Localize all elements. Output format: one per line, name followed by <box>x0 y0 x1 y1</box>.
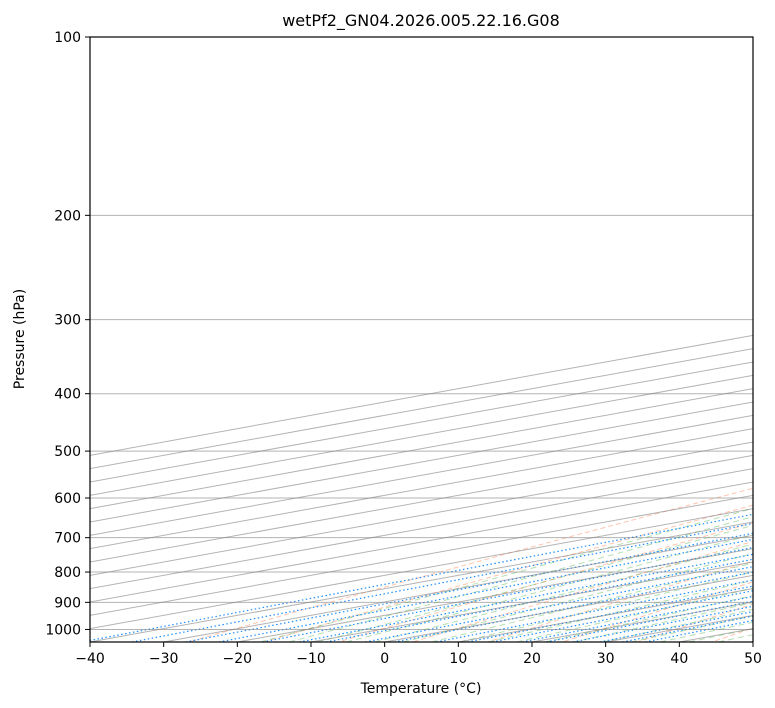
dry-adiabat <box>263 504 753 642</box>
dry-adiabat <box>188 487 753 642</box>
plot-frame <box>89 36 754 643</box>
isotherm <box>90 494 753 616</box>
moist-adiabat <box>602 608 753 642</box>
x-tick-label: 50 <box>744 651 762 667</box>
isotherm <box>752 641 753 642</box>
moist-adiabat <box>544 595 753 642</box>
x-tick-label: 10 <box>449 651 467 667</box>
moist-adiabat <box>431 562 753 642</box>
dry-adiabat <box>338 522 753 642</box>
mixing-ratio-line <box>262 546 753 642</box>
y-axis-label: Pressure (hPa) <box>12 289 28 389</box>
x-tick-label: −40 <box>75 651 105 667</box>
y-tick-label: 700 <box>54 531 81 547</box>
y-tick-label: 800 <box>54 565 81 581</box>
x-tick-label: 20 <box>523 651 541 667</box>
mixing-ratio-line <box>572 605 753 642</box>
y-tick-label: 900 <box>54 595 81 611</box>
mixing-ratio-line <box>394 571 753 642</box>
mixing-ratio-line <box>522 595 753 642</box>
isotherm <box>90 428 753 550</box>
isotherm <box>90 468 753 590</box>
mixing-ratio-line <box>131 522 753 642</box>
x-tick-label: −30 <box>149 651 179 667</box>
moist-adiabat <box>260 507 753 642</box>
y-tick-label: 100 <box>54 30 81 46</box>
isotherm <box>90 508 753 630</box>
y-tick-label: 300 <box>54 313 81 329</box>
y-tick-label: 500 <box>54 444 81 460</box>
dry-adiabat <box>711 627 753 642</box>
chart-title: wetPf2_GN04.2026.005.22.16.G08 <box>282 11 560 31</box>
isotherm <box>90 441 753 563</box>
mixing-ratio-line <box>467 585 753 642</box>
moist-adiabat <box>346 533 753 642</box>
y-tick-label: 200 <box>54 208 81 224</box>
isotherm <box>90 521 753 642</box>
x-tick-label: 0 <box>380 651 389 667</box>
mixing-ratio-line <box>546 600 753 642</box>
x-tick-label: 40 <box>670 651 688 667</box>
isotherm <box>90 334 753 456</box>
moist-adiabat <box>288 516 753 642</box>
dry-adiabat <box>562 581 753 642</box>
axes: −40 −30 −20 −10 0 10 20 30 40 50 1000 900 800 700 600 5… <box>45 30 762 667</box>
isotherm <box>237 548 753 642</box>
isotherm <box>90 454 753 576</box>
moist-adiabat <box>573 602 753 642</box>
moist-adiabat <box>402 553 753 642</box>
moist-adiabat <box>659 621 753 642</box>
y-tick-label: 1000 <box>45 622 81 638</box>
isotherm <box>90 481 753 603</box>
x-tick-label: 30 <box>597 651 615 667</box>
y-tick-label: 600 <box>54 491 81 507</box>
mixing-ratio-line <box>218 538 753 642</box>
moist-adiabat <box>317 524 753 642</box>
x-tick-label: −20 <box>223 651 253 667</box>
background-lines <box>90 37 753 642</box>
isotherm <box>310 561 753 642</box>
y-tick-label: 400 <box>54 387 81 403</box>
isotherm <box>163 534 753 642</box>
x-axis-label: Temperature (°C) <box>360 681 482 697</box>
mixing-ratio-line <box>185 532 753 642</box>
x-tick-label: −10 <box>296 651 326 667</box>
mixing-ratio-line <box>599 610 753 642</box>
moist-adiabat <box>374 543 753 642</box>
moist-adiabat <box>459 571 753 642</box>
mixing-ratio-line <box>622 615 753 642</box>
